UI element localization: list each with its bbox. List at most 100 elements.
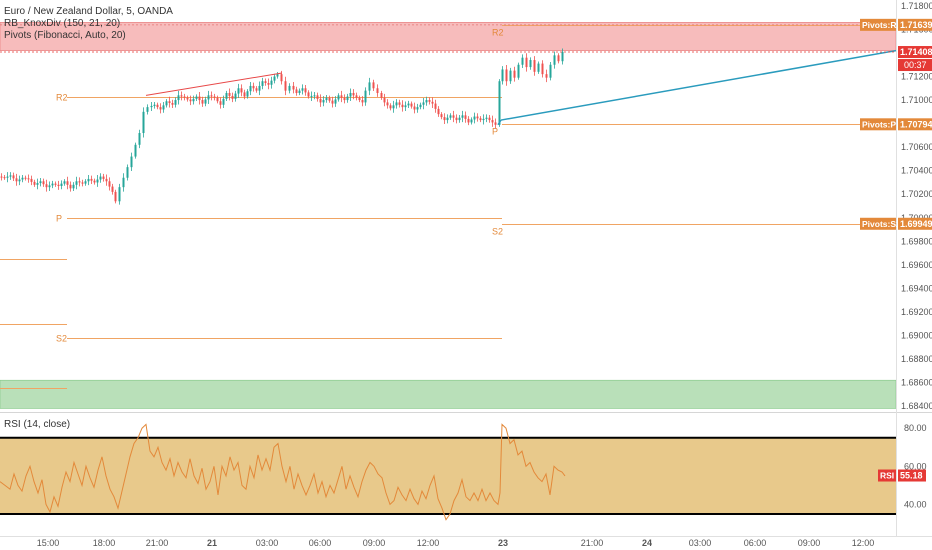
countdown-value: 00:37: [904, 60, 927, 70]
candle-body: [340, 95, 343, 98]
candle-body: [48, 185, 51, 188]
candle-body: [419, 104, 422, 108]
candle-body: [192, 98, 195, 102]
candle-body: [252, 85, 255, 89]
candle-body: [316, 95, 319, 99]
candle-body: [36, 183, 39, 185]
candle-body: [45, 184, 48, 188]
candle-body: [216, 97, 219, 102]
candle-body: [372, 82, 375, 89]
price-axis-tick: 1.70400: [901, 166, 932, 176]
candle-body: [72, 184, 75, 189]
candle-body: [171, 103, 174, 105]
candle-body: [30, 178, 33, 182]
price-axis-tick: 1.69400: [901, 283, 932, 293]
candle-body: [545, 74, 548, 78]
candle-body: [24, 177, 27, 179]
candle-body: [476, 116, 479, 119]
candle-body: [553, 55, 556, 65]
candle-body: [81, 182, 84, 184]
candle-body: [358, 97, 361, 101]
candle-body: [461, 115, 464, 118]
rsi-title[interactable]: RSI (14, close): [4, 419, 71, 430]
candle-body: [75, 181, 78, 185]
candle-body: [159, 107, 162, 110]
candle-body: [246, 91, 249, 97]
time-axis-tick: 09:00: [363, 538, 386, 548]
candle-body: [395, 102, 398, 106]
price-axis-tick: 1.70000: [901, 213, 932, 223]
candle-body: [213, 96, 216, 98]
rsi-band: [0, 437, 896, 514]
candle-body: [27, 178, 30, 180]
candle-body: [6, 176, 9, 178]
candle-body: [349, 92, 352, 97]
symbol-title[interactable]: Euro / New Zealand Dollar, 5, OANDA: [4, 6, 173, 17]
candle-body: [446, 117, 449, 121]
indicator-knoxdiv-label[interactable]: RB_KnoxDiv (150, 21, 20): [4, 18, 121, 29]
divergence-line-blue: [500, 49, 897, 121]
candle-body: [307, 92, 310, 97]
pivot-label: R2: [492, 28, 504, 38]
candle-body: [541, 63, 544, 75]
time-axis-tick: 21:00: [146, 538, 169, 548]
candle-body: [434, 103, 437, 109]
candle-body: [142, 111, 145, 134]
candle-body: [337, 95, 340, 100]
candle-body: [183, 96, 186, 98]
candle-body: [162, 105, 165, 110]
indicator-pivots-label[interactable]: Pivots (Fibonacci, Auto, 20): [4, 30, 126, 41]
candle-body: [90, 178, 93, 181]
candle-body: [280, 74, 283, 82]
candle-body: [96, 179, 99, 183]
candle-body: [319, 98, 322, 103]
candle-body: [93, 180, 96, 183]
candle-body: [346, 96, 349, 101]
time-axis-tick: 03:00: [689, 538, 712, 548]
candle-body: [301, 88, 304, 91]
rsi-tag-label: RSI: [880, 471, 894, 481]
rsi-tag-value-box: [898, 469, 926, 482]
candle-body: [111, 186, 114, 192]
time-axis-tick: 21:00: [581, 538, 604, 548]
price-axis-tick: 1.70200: [901, 189, 932, 199]
candle-body: [376, 88, 379, 93]
candle-body: [261, 81, 264, 86]
candle-body: [455, 117, 458, 121]
candle-body: [464, 115, 467, 119]
candle-body: [443, 117, 446, 121]
candle-body: [276, 74, 279, 77]
candle-body: [87, 178, 90, 182]
candle-body: [355, 95, 358, 98]
candle-body: [99, 176, 102, 180]
candle-body: [557, 55, 560, 62]
candle-body: [146, 107, 149, 112]
pivot-tag-value-box: [898, 18, 932, 31]
candle-body: [328, 97, 331, 101]
candle-body: [410, 103, 413, 107]
candle-body: [368, 82, 371, 91]
candle-body: [51, 183, 54, 186]
pivot-label: S2: [492, 227, 503, 237]
candle-body: [57, 184, 60, 186]
candle-body: [195, 96, 198, 99]
candle-body: [165, 101, 168, 106]
candle-body: [352, 92, 355, 96]
candle-body: [273, 76, 276, 81]
candle-body: [210, 95, 213, 97]
candle-body: [138, 133, 141, 145]
candle-body: [401, 104, 404, 108]
candle-body: [225, 92, 228, 99]
candle-body: [108, 181, 111, 187]
candle-body: [521, 57, 524, 65]
candle-body: [383, 97, 386, 103]
candle-body: [470, 119, 473, 123]
rsi-axis-tick: 80.00: [904, 423, 927, 433]
pivot-tag-value: 1.71639: [900, 20, 932, 30]
candle-body: [204, 99, 207, 104]
candle-body: [84, 181, 87, 184]
time-axis-tick: 06:00: [744, 538, 767, 548]
candle-body: [12, 175, 15, 179]
time-axis-tick: 21: [207, 538, 217, 548]
